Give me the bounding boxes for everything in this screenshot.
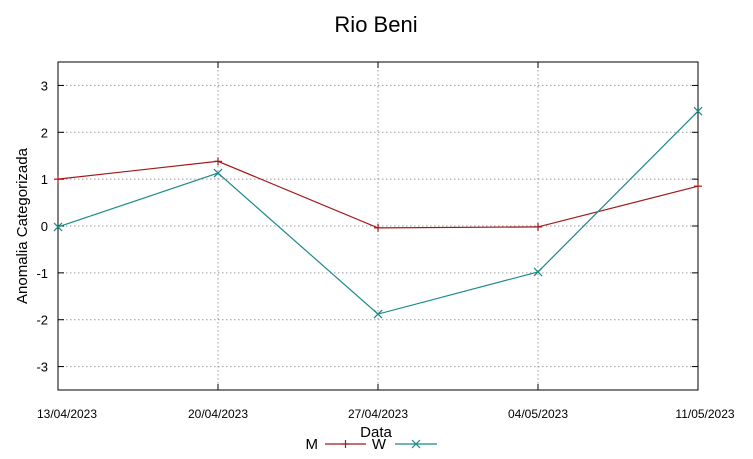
data-point-m (374, 223, 382, 232)
y-tick-label: 0 (41, 219, 48, 234)
data-point-w (533, 267, 543, 277)
y-tick-label: 3 (41, 78, 48, 93)
series-line-w (57, 110, 699, 315)
y-tick-label: 1 (41, 172, 48, 187)
x-tick-label: 13/04/2023 (37, 407, 97, 421)
legend-marker (411, 439, 421, 449)
legend-label: W (372, 436, 387, 453)
data-point-m (694, 182, 702, 191)
series-layer (53, 106, 703, 319)
y-axis: -3 -2 -1 0 1 2 3 (36, 78, 698, 375)
chart-title: Rio Beni (334, 12, 417, 37)
y-tick-label: -3 (36, 360, 48, 375)
x-axis: 13/04/2023 20/04/2023 27/04/2023 04/05/2023… (37, 62, 735, 421)
data-point-m (54, 175, 62, 184)
series-m (54, 157, 702, 232)
data-point-w (373, 309, 383, 319)
legend-item-m: M (306, 436, 366, 453)
y-tick-label: -1 (36, 266, 48, 281)
x-tick-label: 20/04/2023 (188, 407, 248, 421)
x-tick-label: 27/04/2023 (348, 407, 408, 421)
x-tick-label: 11/05/2023 (675, 407, 734, 421)
data-point-w (693, 106, 703, 116)
y-tick-label: -2 (36, 313, 48, 328)
x-tick-label: 04/05/2023 (508, 407, 568, 421)
y-tick-label: 2 (41, 125, 48, 140)
legend-marker (341, 440, 350, 448)
legend-item-w: W (372, 436, 437, 453)
data-point-w (213, 168, 223, 178)
data-point-m (534, 222, 542, 231)
data-point-w (53, 222, 63, 232)
x-axis-label: Data (360, 424, 392, 441)
legend-label: M (306, 436, 319, 453)
y-axis-label: Anomalia Categorizada (14, 147, 31, 304)
series-w (53, 106, 703, 319)
data-point-m (214, 157, 222, 166)
